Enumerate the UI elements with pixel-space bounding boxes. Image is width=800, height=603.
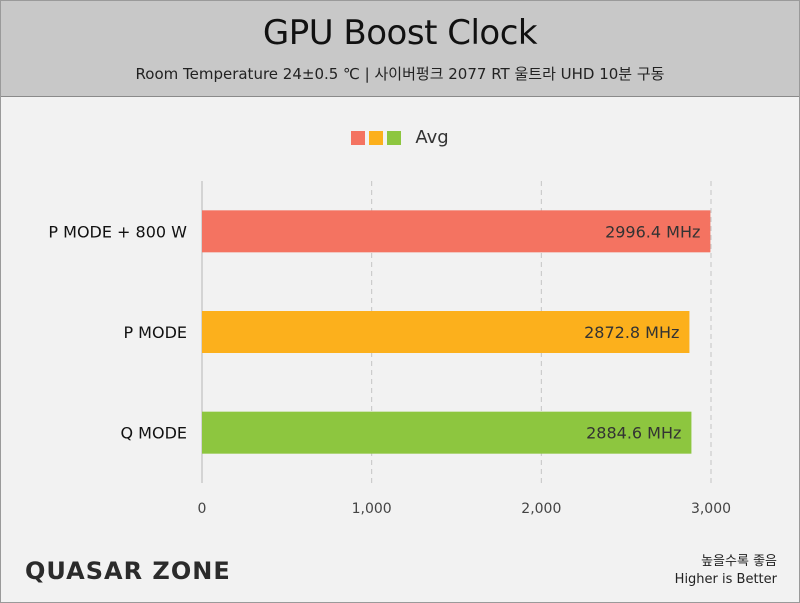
- footer-note-korean: 높을수록 좋음: [701, 554, 777, 569]
- bar: [202, 411, 692, 454]
- x-tick-label: 0: [198, 501, 207, 517]
- legend-swatch-green: [387, 130, 402, 145]
- bar: [202, 311, 690, 353]
- x-tick-label: 2,000: [521, 501, 561, 517]
- category-label: Q MODE: [120, 424, 187, 443]
- chart-title: GPU Boost Clock: [262, 13, 538, 53]
- legend-label: Avg: [415, 127, 449, 148]
- category-label: P MODE: [123, 323, 187, 342]
- chart-header: GPU Boost Clock Room Temperature 24±0.5 …: [1, 1, 799, 97]
- footer-note-english: Higher is Better: [674, 572, 777, 587]
- bar: [202, 210, 711, 253]
- bar-value-label: 2996.4 MHz: [605, 222, 700, 241]
- legend-swatch-red: [351, 130, 366, 145]
- chart-legend: Avg: [1, 127, 799, 148]
- footer-note: 높을수록 좋음 Higher is Better: [675, 553, 777, 589]
- category-label: P MODE + 800 W: [48, 222, 187, 241]
- bar-value-label: 2872.8 MHz: [584, 323, 679, 342]
- bar-value-label: 2884.6 MHz: [586, 424, 681, 443]
- chart-subtitle: Room Temperature 24±0.5 ℃ | 사이버펑크 2077 R…: [135, 65, 665, 83]
- legend-swatch-orange: [369, 130, 384, 145]
- x-tick-label: 1,000: [352, 501, 392, 517]
- x-tick-label: 3,000: [691, 501, 731, 517]
- brand-logo: QUASAR ZONE: [25, 557, 231, 585]
